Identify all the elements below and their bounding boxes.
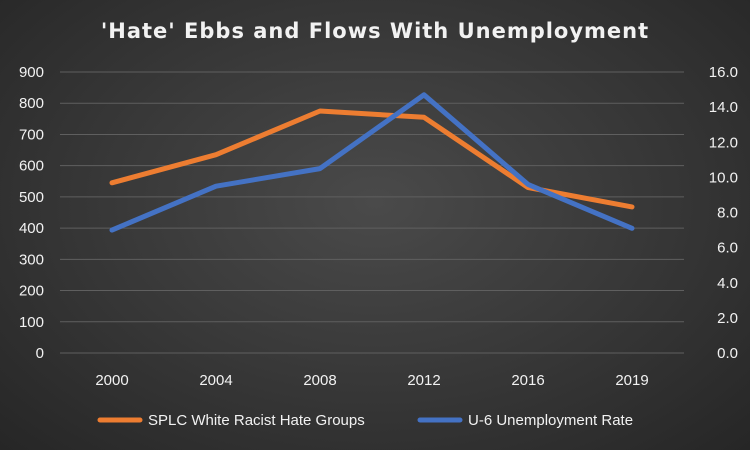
right-tick-label: 12.0 [709,134,738,151]
x-tick-label: 2000 [95,372,128,389]
x-tick-label: 2012 [407,372,440,389]
series-line-2 [109,92,635,233]
left-tick-label: 200 [19,283,44,300]
series-lines [109,92,635,233]
chart-title: 'Hate' Ebbs and Flows With Unemployment [101,19,649,43]
x-tick-label: 2016 [511,372,544,389]
legend-label: SPLC White Racist Hate Groups [148,412,365,429]
left-tick-label: 0 [36,345,44,362]
right-tick-label: 0.0 [717,345,738,362]
series-line-1 [109,108,635,210]
right-tick-label: 6.0 [717,240,738,257]
legend: SPLC White Racist Hate Groups U-6 Unemplo… [97,412,633,429]
right-tick-label: 2.0 [717,310,738,327]
left-axis-ticks: 0 100 200 300 400 500 600 700 800 900 [19,64,44,362]
x-tick-label: 2019 [615,372,648,389]
legend-label: U-6 Unemployment Rate [468,412,633,429]
left-tick-label: 400 [19,220,44,237]
left-tick-label: 700 [19,126,44,143]
left-tick-label: 600 [19,158,44,175]
x-axis-ticks: 2000 2004 2008 2012 2016 2019 [95,372,648,389]
x-tick-label: 2004 [199,372,232,389]
right-tick-label: 8.0 [717,205,738,222]
left-tick-label: 900 [19,64,44,81]
left-tick-label: 800 [19,95,44,112]
right-tick-label: 10.0 [709,169,738,186]
right-axis-ticks: 0.0 2.0 4.0 6.0 8.0 10.0 12.0 14.0 16.0 [709,64,738,362]
gridlines [60,71,684,354]
x-tick-label: 2008 [303,372,336,389]
right-tick-label: 16.0 [709,64,738,81]
left-tick-label: 500 [19,189,44,206]
left-tick-label: 100 [19,314,44,331]
right-tick-label: 14.0 [709,99,738,116]
right-tick-label: 4.0 [717,275,738,292]
left-tick-label: 300 [19,251,44,268]
